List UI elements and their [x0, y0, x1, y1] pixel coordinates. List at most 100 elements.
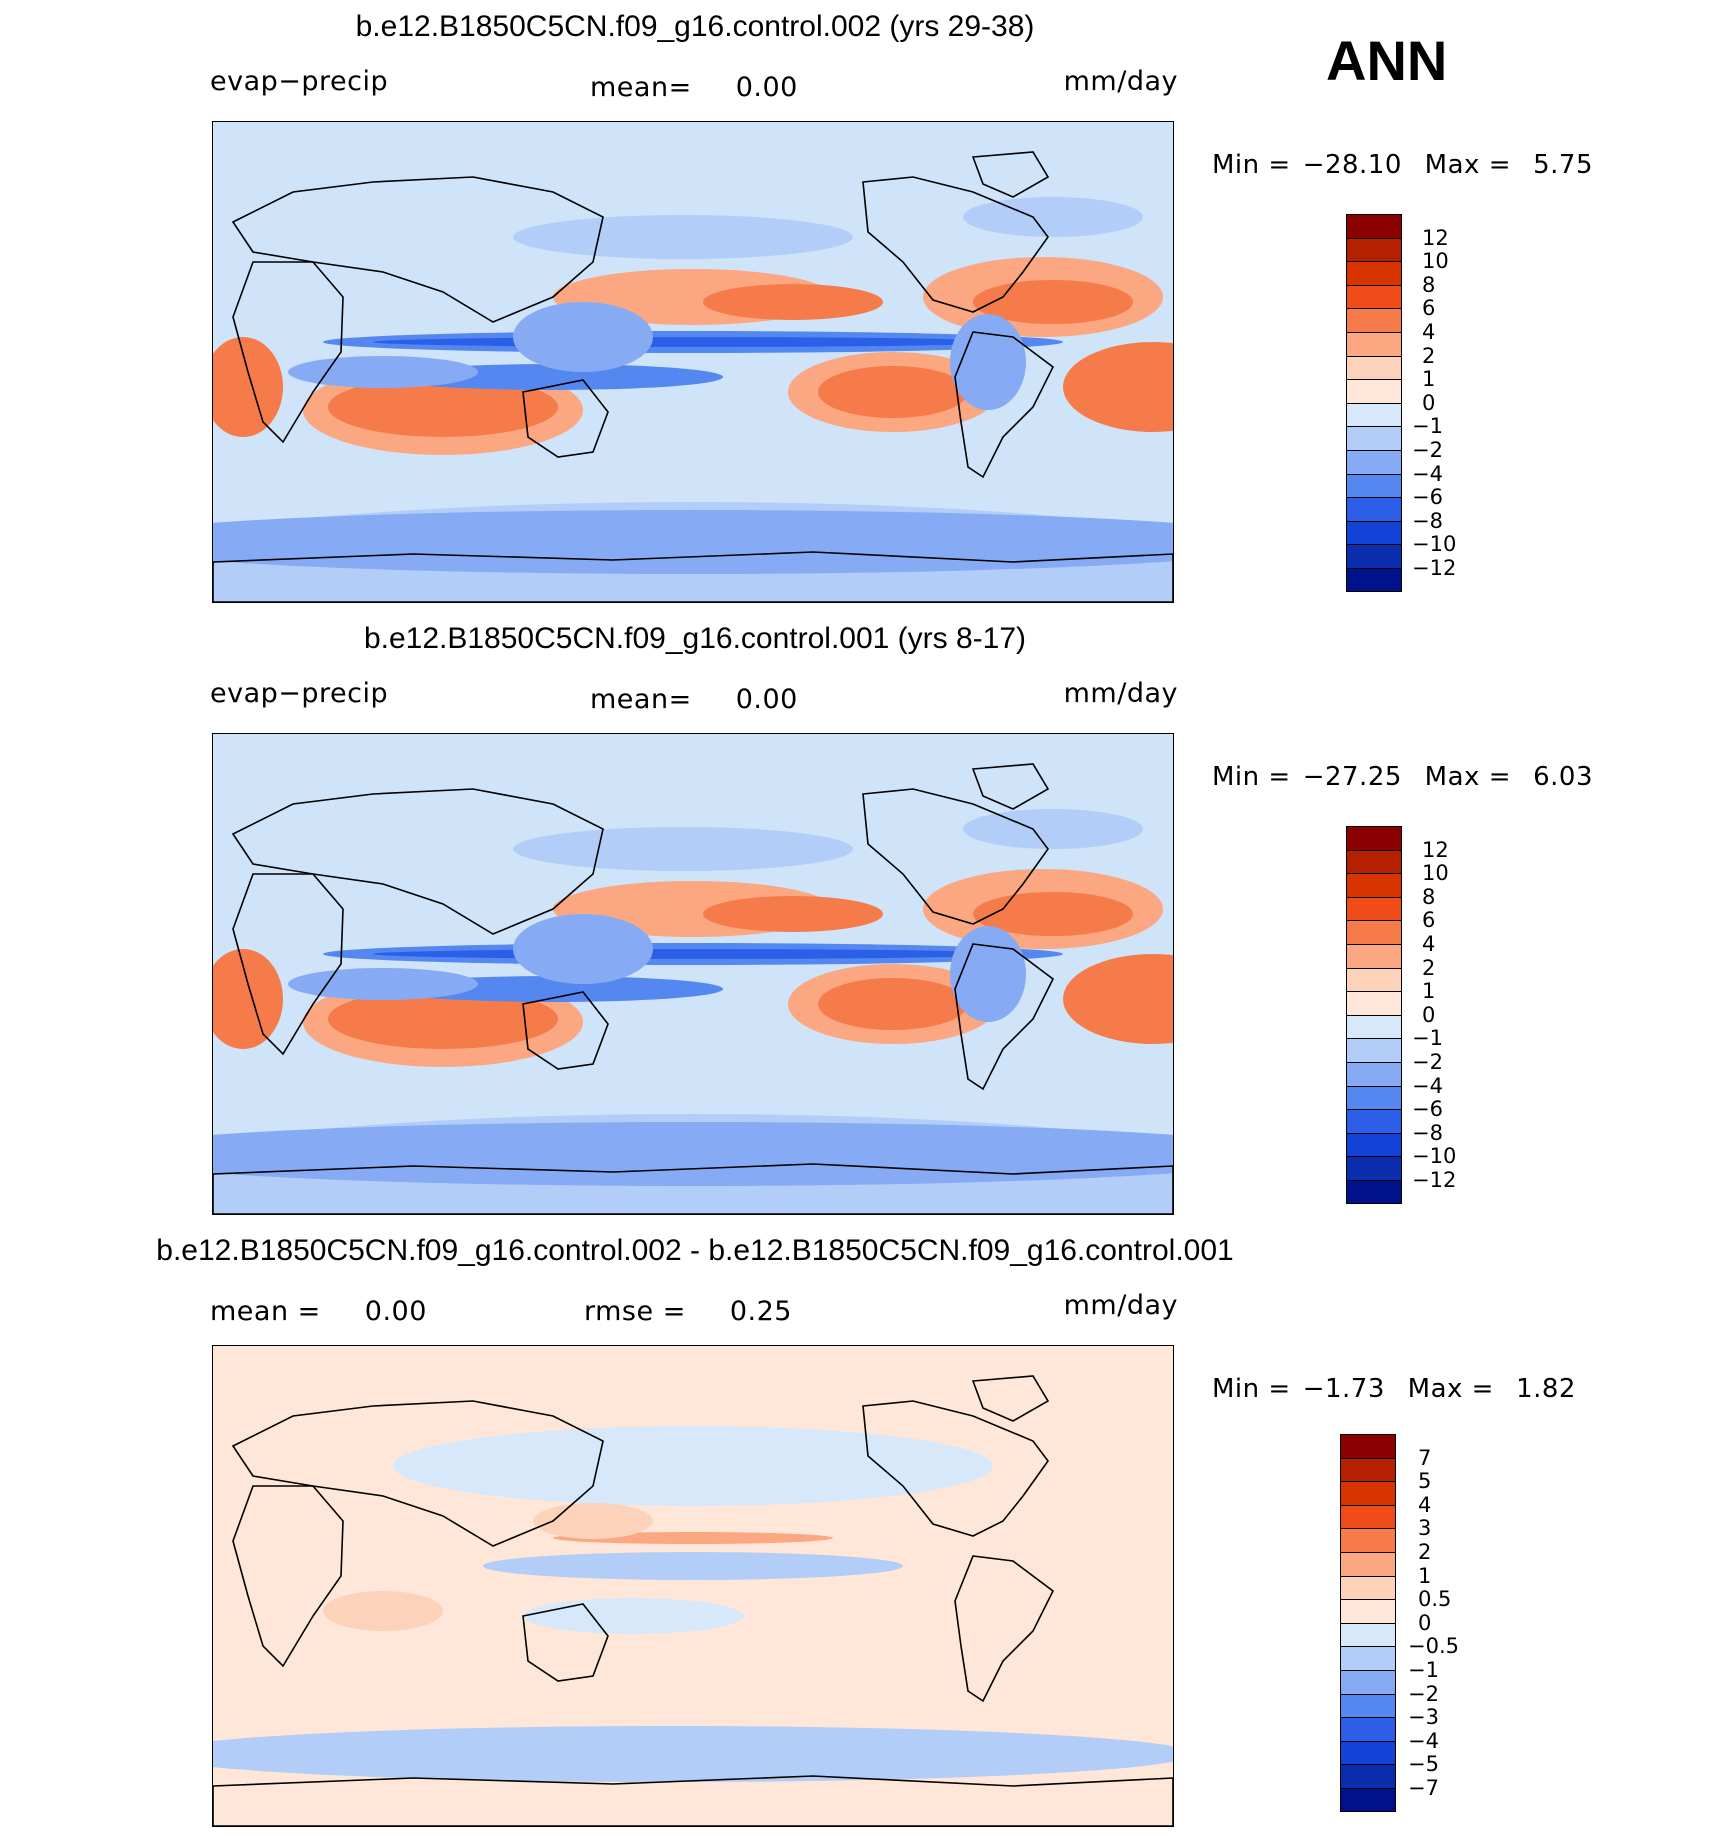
- colorbar-level-label: 3: [1418, 1516, 1432, 1541]
- min-label: Min =: [1212, 150, 1291, 180]
- panel-model-001: b.e12.B1850C5CN.f09_g16.control.001 (yrs…: [0, 612, 1710, 1224]
- coastline-eurasia: [231, 176, 604, 323]
- coastline-greenland: [971, 763, 1050, 810]
- colorbar-box: [1340, 1481, 1396, 1505]
- colorbar-box: [1346, 402, 1402, 427]
- indian-ocean-wet: [288, 356, 478, 388]
- colorbar-box: [1340, 1646, 1396, 1670]
- colorbar-box: [1346, 1085, 1402, 1110]
- colorbar-box: [1346, 284, 1402, 309]
- colorbar-level-label: 8: [1422, 884, 1436, 909]
- colorbar-level-label: −0.5: [1408, 1634, 1459, 1659]
- coastline-australia: [522, 991, 609, 1070]
- max-value: 1.82: [1516, 1374, 1576, 1404]
- variable-label: evap−precip: [210, 66, 389, 97]
- max-value: 6.03: [1533, 762, 1593, 792]
- colorbar-box: [1340, 1622, 1396, 1647]
- colorbar-box: [1340, 1528, 1396, 1552]
- max-label: Max =: [1424, 762, 1511, 792]
- colorbar-level-label: 12: [1422, 837, 1449, 862]
- colorbar-box: [1346, 214, 1402, 238]
- colorbar-level-label: −6: [1412, 485, 1443, 510]
- colorbar-level-label: −2: [1412, 1050, 1443, 1074]
- colorbar-level-label: −8: [1412, 1120, 1443, 1145]
- season-label: ANN: [1326, 29, 1448, 92]
- colorbar-level-label: 6: [1422, 908, 1436, 933]
- colorbar-box: [1346, 991, 1402, 1015]
- colorbar-level-label: −2: [1412, 438, 1443, 462]
- colorbar-level-label: 10: [1422, 861, 1449, 886]
- colorbar-box: [1340, 1575, 1396, 1600]
- north-atlantic-dry-core: [973, 280, 1133, 324]
- colorbar-box: [1346, 449, 1402, 474]
- south-atlantic-dry-west: [213, 949, 283, 1049]
- colorbar-level-label: −1: [1412, 1026, 1443, 1051]
- colorbar-box: [1346, 1179, 1402, 1204]
- north-pacific-dry-core: [703, 896, 883, 932]
- panel-difference: b.e12.B1850C5CN.f09_g16.control.002 - b.…: [0, 1224, 1710, 1836]
- colorbar-level-label: 4: [1422, 932, 1436, 956]
- colorbar-box: [1346, 920, 1402, 944]
- rmse-readout: rmse = 0.25: [584, 1296, 792, 1327]
- colorbar-box: [1346, 849, 1402, 874]
- max-value: 5.75: [1533, 150, 1593, 180]
- colorbar-box: [1340, 1717, 1396, 1741]
- colorbar: [1340, 1434, 1396, 1812]
- diff-indian-positive: [323, 1591, 443, 1631]
- colorbar-box: [1346, 1038, 1402, 1062]
- north-pacific-storm-track: [513, 215, 853, 259]
- south-atlantic-dry: [1063, 342, 1173, 432]
- coastline-antarctica: [213, 1163, 1173, 1214]
- colorbar-level-label: 2: [1422, 343, 1436, 368]
- map-difference: [212, 1345, 1174, 1827]
- panel-model-002: b.e12.B1850C5CN.f09_g16.control.002 (yrs…: [0, 0, 1710, 612]
- colorbar-level-label: −2: [1408, 1681, 1439, 1706]
- colorbar-level-label: 0: [1418, 1610, 1432, 1635]
- colorbar-level-label: −4: [1412, 1073, 1443, 1098]
- mean-readout: mean = 0.00: [210, 1296, 427, 1327]
- colorbar-level-label: −10: [1412, 1144, 1457, 1169]
- units-label: mm/day: [1063, 66, 1178, 97]
- coastline-australia: [522, 1603, 609, 1682]
- min-max-readout: Min = −28.10 Max = 5.75: [1212, 150, 1593, 180]
- colorbar-box: [1340, 1669, 1396, 1694]
- colorbar-box: [1346, 426, 1402, 450]
- colorbar-box: [1340, 1434, 1396, 1458]
- colorbar-box: [1346, 1109, 1402, 1133]
- coastline-south-america: [954, 1555, 1055, 1703]
- colorbar-level-label: −5: [1408, 1752, 1439, 1777]
- panel-title: b.e12.B1850C5CN.f09_g16.control.001 (yrs…: [363, 622, 1027, 655]
- colorbar-level-label: −7: [1408, 1776, 1439, 1800]
- units-label: mm/day: [1063, 1290, 1178, 1321]
- min-max-readout: Min = −1.73 Max = 1.82: [1212, 1374, 1576, 1404]
- colorbar-level-label: −10: [1412, 532, 1457, 557]
- amazon-wet: [950, 314, 1026, 410]
- map-evap-precip-001: [212, 733, 1174, 1215]
- colorbar-level-label: 0.5: [1418, 1587, 1452, 1612]
- colorbar-box: [1346, 1156, 1402, 1180]
- colorbar-box: [1340, 1740, 1396, 1765]
- colorbar-level-label: 1: [1418, 1563, 1432, 1588]
- colorbar-box: [1346, 261, 1402, 285]
- colorbar-level-label: −1: [1412, 414, 1443, 439]
- colorbar-level-label: 5: [1418, 1469, 1432, 1494]
- amazon-wet: [950, 926, 1026, 1022]
- coastline-africa: [232, 1485, 344, 1668]
- colorbar-box: [1340, 1457, 1396, 1482]
- maritime-continent-wet: [513, 302, 653, 372]
- colorbar-level-label: 1: [1422, 979, 1436, 1004]
- colorbar-box: [1346, 1014, 1402, 1039]
- colorbar-box: [1346, 1061, 1402, 1086]
- coastline-greenland: [971, 151, 1050, 198]
- colorbar-box: [1340, 1551, 1396, 1576]
- rmse-label: rmse =: [584, 1296, 686, 1327]
- colorbar-level-label: −12: [1412, 1168, 1457, 1192]
- colorbar-level-label: −6: [1412, 1097, 1443, 1122]
- colorbar-box: [1346, 520, 1402, 545]
- itcz-core: [373, 949, 1013, 959]
- colorbar-box: [1346, 379, 1402, 403]
- colorbar-level-label: 8: [1422, 272, 1436, 297]
- panel-title: b.e12.B1850C5CN.f09_g16.control.002 - b.…: [156, 1234, 1234, 1267]
- colorbar-box: [1346, 237, 1402, 262]
- mean-value: 0.00: [735, 684, 798, 715]
